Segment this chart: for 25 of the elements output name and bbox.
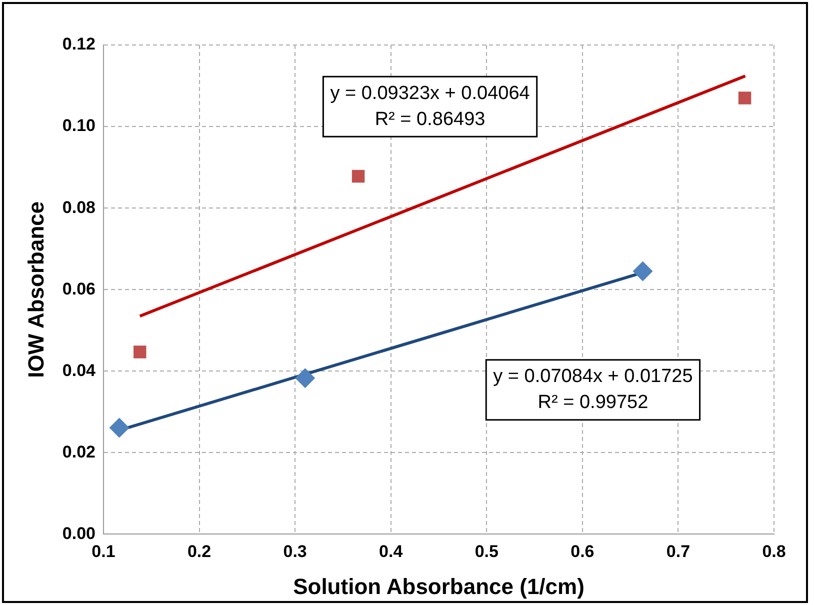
annotation: y = 0.07084x + 0.01725 R² = 0.99752 [493,366,693,414]
point [134,346,146,358]
x-tick-label: 0.3 [283,542,307,562]
y-tick-label: 0.12 [62,34,96,54]
x-tick-label: 0.2 [187,542,212,562]
x-tick-label: 0.8 [762,542,786,562]
y-tick-label: 0.04 [62,360,96,380]
x-tick-label: 0.4 [379,542,404,562]
y-tick-label: 0.10 [62,116,96,136]
x-tick-label: 0.7 [666,542,690,562]
point [632,261,653,282]
x-tick-label: 0.6 [570,542,594,562]
x-tick-label: 0.1 [92,542,116,562]
x-axis-title: Solution Absorbance (1/cm) [293,574,584,599]
annotation: y = 0.09323x + 0.04064 R² = 0.86493 [330,82,530,130]
x-tick-label: 0.5 [474,542,498,562]
y-tick-label: 0.00 [62,524,96,543]
y-tick-label: 0.06 [62,279,96,298]
point [352,170,365,183]
y-tick-label: 0.08 [62,198,96,217]
point [109,418,130,438]
point [295,368,316,388]
y-axis-title: IOW Absorbance [23,201,48,378]
point [738,92,752,104]
y-tick-label: 0.02 [62,442,96,462]
